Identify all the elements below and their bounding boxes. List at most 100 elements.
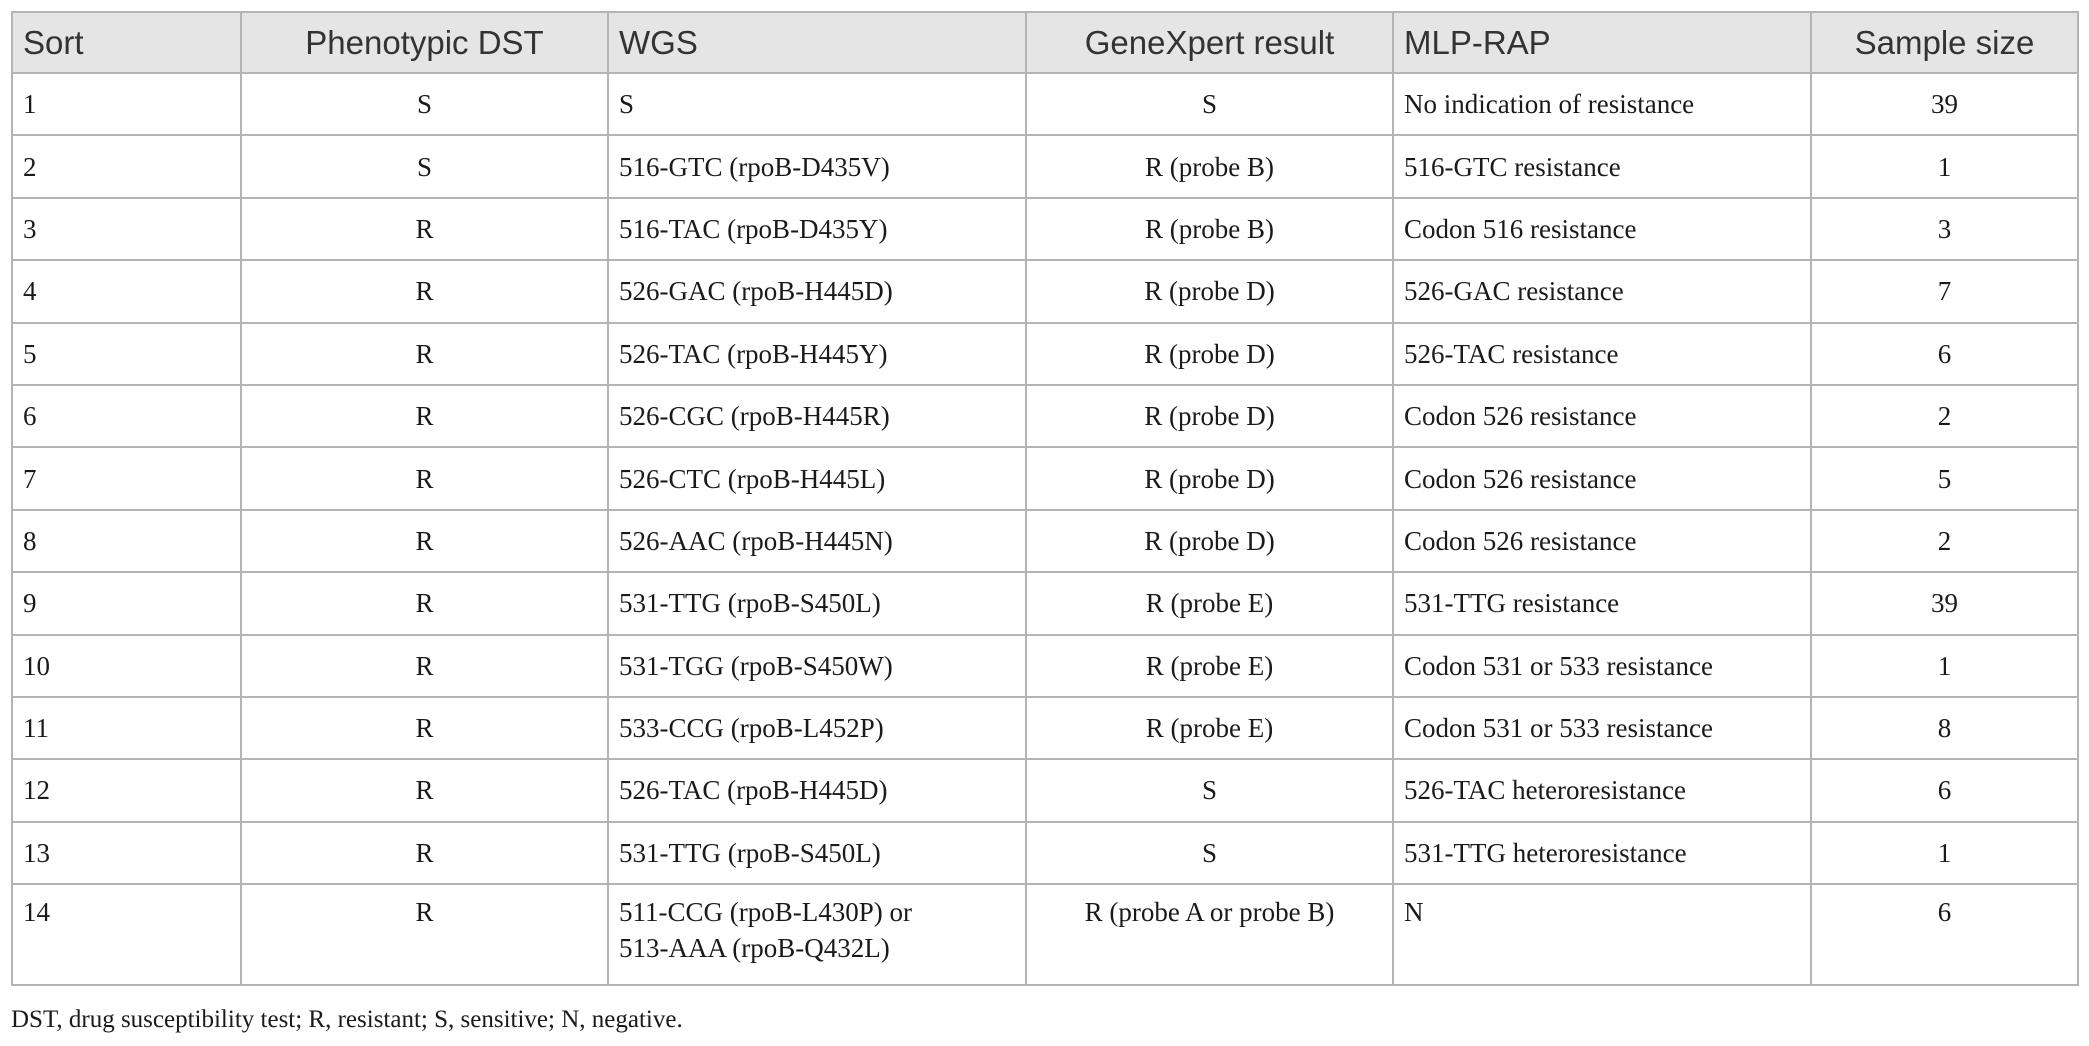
table-row: 13 R 531-TTG (rpoB-S450L) S 531-TTG heterore… (11, 820, 2079, 886)
cell-phenotypic-dst: R (240, 446, 609, 511)
cell-mlp-rap: 526-TAC resistance (1392, 321, 1812, 386)
cell-sort: 4 (11, 259, 242, 324)
cell-mlp-rap: Codon 526 resistance (1392, 446, 1812, 511)
cell-genexpert-result: R (probe E) (1025, 633, 1394, 698)
cell-sample-size: 39 (1810, 571, 2079, 636)
cell-genexpert-result: R (probe D) (1025, 259, 1394, 324)
cell-sort: 11 (11, 695, 242, 761)
cell-genexpert-result: S (1025, 71, 1394, 137)
cell-mlp-rap: 526-TAC heteroresistance (1392, 758, 1812, 823)
cell-phenotypic-dst: S (240, 134, 609, 199)
table-footnote: DST, drug susceptibility test; R, resist… (11, 1006, 683, 1033)
cell-sort: 9 (11, 571, 242, 636)
table-row: 10 R 531-TGG (rpoB-S450W) R (probe E) Codon … (11, 633, 2079, 698)
cell-phenotypic-dst: R (240, 633, 609, 698)
cell-sample-size: 1 (1810, 633, 2079, 698)
cell-wgs: 516-TAC (rpoB-D435Y) (607, 196, 1027, 262)
cell-wgs: S (607, 71, 1027, 137)
cell-genexpert-result: S (1025, 820, 1394, 886)
cell-sort: 8 (11, 508, 242, 574)
cell-wgs: 526-CTC (rpoB-H445L) (607, 446, 1027, 511)
cell-genexpert-result: S (1025, 758, 1394, 823)
cell-wgs: 531-TTG (rpoB-S450L) (607, 820, 1027, 886)
cell-wgs: 516-GTC (rpoB-D435V) (607, 134, 1027, 199)
cell-sample-size: 6 (1810, 883, 2079, 987)
cell-genexpert-result: R (probe D) (1025, 383, 1394, 449)
table-row: 11 R 533-CCG (rpoB-L452P) R (probe E) Codon … (11, 695, 2079, 761)
header-row: Sort Phenotypic DST WGS GeneXpert result… (11, 11, 2079, 74)
cell-sample-size: 1 (1810, 820, 2079, 886)
table-row: 6 R 526-CGC (rpoB-H445R) R (probe D) Codon 5… (11, 383, 2079, 449)
cell-sample-size: 5 (1810, 446, 2079, 511)
cell-genexpert-result: R (probe E) (1025, 571, 1394, 636)
cell-phenotypic-dst: R (240, 196, 609, 262)
header-wgs: WGS (607, 11, 1027, 74)
cell-sample-size: 2 (1810, 383, 2079, 449)
cell-sort: 14 (11, 883, 242, 987)
cell-mlp-rap: Codon 526 resistance (1392, 508, 1812, 574)
table-row: 8 R 526-AAC (rpoB-H445N) R (probe D) Codon 5… (11, 508, 2079, 574)
header-sample-size: Sample size (1810, 11, 2079, 74)
cell-genexpert-result: R (probe D) (1025, 321, 1394, 386)
header-mlp-rap: MLP-RAP (1392, 11, 1812, 74)
cell-genexpert-result: R (probe B) (1025, 196, 1394, 262)
cell-mlp-rap: Codon 531 or 533 resistance (1392, 633, 1812, 698)
cell-wgs-line-1: 511-CCG (rpoB-L430P) or (619, 897, 912, 928)
cell-mlp-rap: 531-TTG resistance (1392, 571, 1812, 636)
cell-wgs: 531-TGG (rpoB-S450W) (607, 633, 1027, 698)
cell-phenotypic-dst: R (240, 508, 609, 574)
header-sort: Sort (11, 11, 242, 74)
cell-phenotypic-dst: R (240, 883, 609, 987)
cell-wgs: 526-AAC (rpoB-H445N) (607, 508, 1027, 574)
cell-mlp-rap: 531-TTG heteroresistance (1392, 820, 1812, 886)
cell-sort: 1 (11, 71, 242, 137)
cell-mlp-rap: N (1392, 883, 1812, 987)
cell-wgs: 511-CCG (rpoB-L430P) or 513-AAA (rpoB-Q4… (607, 883, 1027, 987)
cell-sort: 3 (11, 196, 242, 262)
cell-sample-size: 6 (1810, 758, 2079, 823)
cell-mlp-rap: Codon 526 resistance (1392, 383, 1812, 449)
cell-phenotypic-dst: R (240, 820, 609, 886)
table-row: 1 S S S No indication of resistance 39 (11, 71, 2079, 137)
table-row: 9 R 531-TTG (rpoB-S450L) R (probe E) 531-TTG… (11, 571, 2079, 636)
cell-phenotypic-dst: R (240, 383, 609, 449)
cell-genexpert-result: R (probe D) (1025, 508, 1394, 574)
cell-sample-size: 6 (1810, 321, 2079, 386)
cell-sample-size: 1 (1810, 134, 2079, 199)
cell-wgs: 533-CCG (rpoB-L452P) (607, 695, 1027, 761)
cell-sort: 12 (11, 758, 242, 823)
cell-sort: 7 (11, 446, 242, 511)
cell-sample-size: 8 (1810, 695, 2079, 761)
cell-sample-size: 39 (1810, 71, 2079, 137)
table-row: 4 R 526-GAC (rpoB-H445D) R (probe D) 526-GAC… (11, 259, 2079, 324)
cell-phenotypic-dst: S (240, 71, 609, 137)
table-row: 3 R 516-TAC (rpoB-D435Y) R (probe B) Codon 5… (11, 196, 2079, 262)
cell-wgs: 526-GAC (rpoB-H445D) (607, 259, 1027, 324)
cell-wgs: 526-TAC (rpoB-H445D) (607, 758, 1027, 823)
results-table: Sort Phenotypic DST WGS GeneXpert result… (11, 11, 2079, 987)
cell-sort: 2 (11, 134, 242, 199)
cell-sample-size: 2 (1810, 508, 2079, 574)
cell-phenotypic-dst: R (240, 259, 609, 324)
cell-wgs: 526-CGC (rpoB-H445R) (607, 383, 1027, 449)
table-row: 12 R 526-TAC (rpoB-H445D) S 526-TAC heterore… (11, 758, 2079, 823)
cell-phenotypic-dst: R (240, 758, 609, 823)
header-genexpert-result: GeneXpert result (1025, 11, 1394, 74)
cell-genexpert-result: R (probe E) (1025, 695, 1394, 761)
cell-mlp-rap: No indication of resistance (1392, 71, 1812, 137)
cell-sort: 6 (11, 383, 242, 449)
table-row: 5 R 526-TAC (rpoB-H445Y) R (probe D) 526-TAC… (11, 321, 2079, 386)
cell-phenotypic-dst: R (240, 321, 609, 386)
cell-sort: 5 (11, 321, 242, 386)
table-row: 7 R 526-CTC (rpoB-H445L) R (probe D) Codon 5… (11, 446, 2079, 511)
cell-sample-size: 7 (1810, 259, 2079, 324)
table-row: 2 S 516-GTC (rpoB-D435V) R (probe B) 516-GTC… (11, 134, 2079, 199)
cell-genexpert-result: R (probe B) (1025, 134, 1394, 199)
cell-sort: 13 (11, 820, 242, 886)
cell-wgs-line-2: 513-AAA (rpoB-Q432L) (619, 933, 890, 964)
table-row: 14 R 511-CCG (rpoB-L430P) or 513-AAA (rp… (11, 883, 2079, 987)
cell-mlp-rap: 526-GAC resistance (1392, 259, 1812, 324)
cell-phenotypic-dst: R (240, 571, 609, 636)
cell-mlp-rap: Codon 531 or 533 resistance (1392, 695, 1812, 761)
cell-sort: 10 (11, 633, 242, 698)
